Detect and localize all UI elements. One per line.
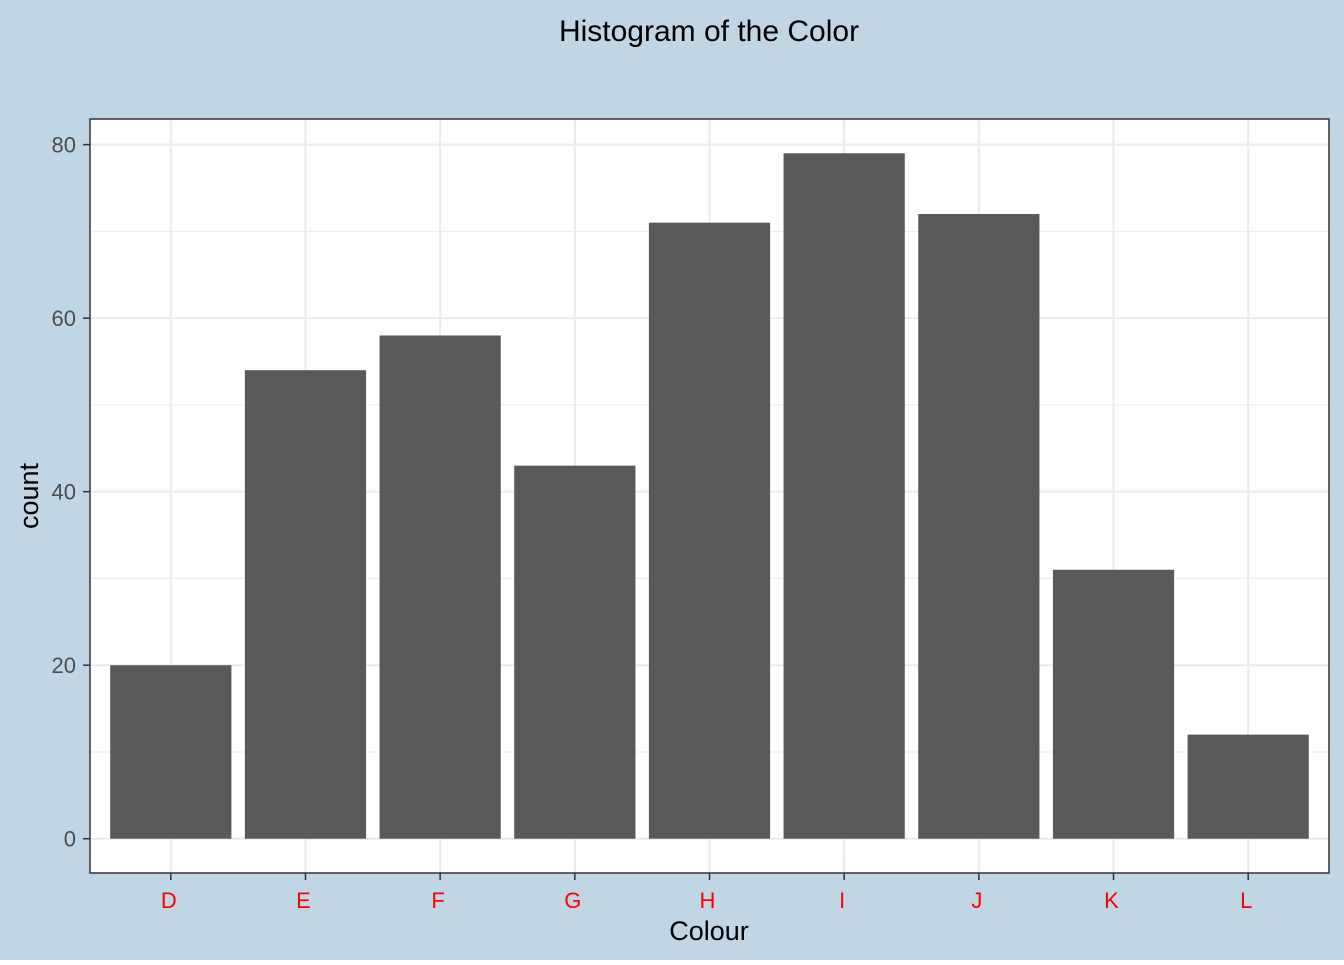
bar-F xyxy=(379,335,501,839)
x-axis: D E F G H I J K L xyxy=(161,873,1252,913)
x-tick-label-D: D xyxy=(161,888,177,913)
x-tick-label-J: J xyxy=(971,888,982,913)
bar-D xyxy=(110,665,232,839)
bar-L xyxy=(1187,734,1309,839)
y-tick-label: 80 xyxy=(52,133,76,158)
x-axis-label: Colour xyxy=(669,916,749,946)
x-tick-label-I: I xyxy=(839,888,845,913)
bar-E xyxy=(244,370,367,839)
y-axis: 0 20 40 60 80 xyxy=(52,133,90,852)
y-tick-label: 60 xyxy=(52,306,76,331)
bars xyxy=(110,153,1309,839)
bar-H xyxy=(648,222,771,839)
bar-G xyxy=(514,465,636,839)
x-tick-label-E: E xyxy=(296,888,311,913)
y-tick-label: 0 xyxy=(64,827,76,852)
bar-K xyxy=(1052,569,1175,839)
x-tick-label-F: F xyxy=(431,888,444,913)
x-tick-label-L: L xyxy=(1240,888,1252,913)
y-axis-label: count xyxy=(14,462,44,529)
chart-title: Histogram of the Color xyxy=(559,15,859,48)
x-tick-label-G: G xyxy=(564,888,581,913)
bar-I xyxy=(783,153,905,839)
x-tick-label-K: K xyxy=(1104,888,1119,913)
y-tick-label: 20 xyxy=(52,653,76,678)
bar-J xyxy=(918,214,1040,839)
y-tick-label: 40 xyxy=(52,480,76,505)
x-tick-label-H: H xyxy=(700,888,716,913)
